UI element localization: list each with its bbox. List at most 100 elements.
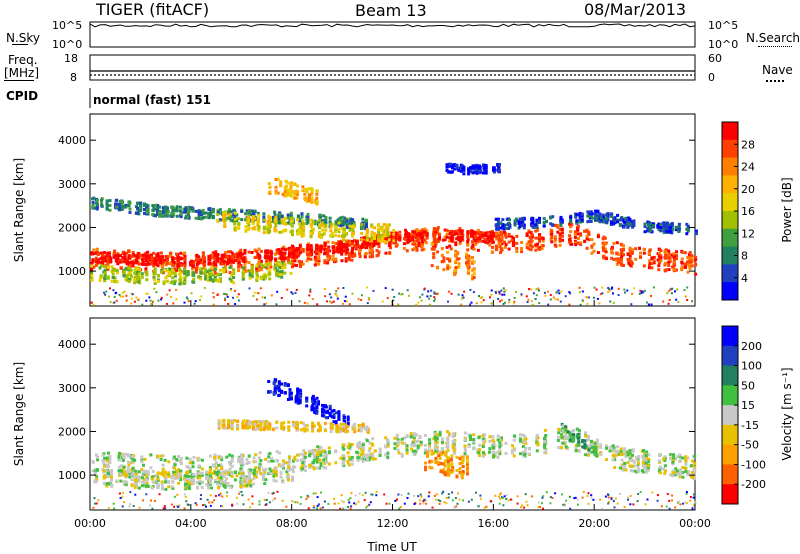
- echo-cell: [301, 222, 305, 226]
- echo-cell: [690, 258, 694, 262]
- echo-cell: [694, 258, 698, 262]
- scatter-cell: [679, 503, 682, 506]
- echo-cell: [291, 249, 295, 253]
- echo-cell: [289, 248, 293, 252]
- echo-cell: [690, 264, 694, 268]
- echo-cell: [94, 263, 98, 267]
- echo-cell: [400, 437, 404, 441]
- echo-cell: [284, 216, 288, 220]
- echo-cell: [119, 260, 122, 264]
- scatter-cell: [586, 296, 589, 299]
- scatter-cell: [692, 496, 695, 499]
- scatter-cell: [520, 293, 523, 296]
- echo-cell: [358, 244, 362, 248]
- scatter-cell: [612, 292, 614, 295]
- echo-cell: [620, 251, 623, 255]
- scatter-cell: [103, 291, 106, 294]
- echo-cell: [139, 202, 143, 206]
- scatter-cell: [366, 302, 369, 305]
- echo-cell: [657, 252, 661, 255]
- echo-cell: [176, 262, 180, 266]
- echo-cell: [232, 281, 236, 285]
- echo-cell: [262, 227, 266, 231]
- echo-cell: [432, 256, 436, 260]
- echo-cell: [153, 267, 157, 271]
- scatter-cell: [386, 297, 389, 300]
- echo-cell: [90, 252, 94, 255]
- echo-cell: [568, 238, 572, 242]
- echo-cell: [578, 214, 582, 218]
- scatter-cell: [400, 293, 403, 296]
- echo-cell: [323, 242, 327, 246]
- echo-cell: [686, 256, 690, 260]
- scatter-cell: [428, 297, 431, 300]
- echo-cell: [156, 204, 160, 208]
- scatter-cell: [369, 501, 372, 504]
- scatter-cell: [532, 292, 535, 295]
- echo-cell: [179, 215, 183, 219]
- echo-cell: [574, 241, 578, 245]
- echo-cell: [448, 230, 452, 234]
- scatter-cell: [384, 287, 387, 290]
- echo-cell: [282, 265, 286, 269]
- echo-cell: [334, 220, 338, 224]
- scatter-cell: [433, 300, 436, 302]
- scatter-cell: [112, 289, 115, 292]
- echo-cell: [608, 449, 612, 453]
- echo-cell: [117, 208, 121, 212]
- scatter-cell: [247, 498, 250, 501]
- scatter-cell: [391, 288, 394, 291]
- echo-cell: [113, 280, 117, 284]
- echo-cell: [433, 230, 437, 234]
- echo-cell: [616, 213, 620, 217]
- echo-cell: [657, 228, 661, 232]
- echo-cell: [154, 203, 157, 207]
- echo-cell: [143, 203, 146, 207]
- echo-cell: [157, 259, 161, 263]
- scatter-cell: [633, 287, 636, 290]
- scatter-cell: [398, 292, 401, 295]
- echo-cell: [337, 234, 341, 238]
- scatter-cell: [417, 301, 420, 304]
- scatter-cell: [642, 291, 645, 294]
- scatter-cell: [433, 296, 436, 299]
- echo-cell: [412, 247, 416, 251]
- echo-cell: [275, 269, 279, 273]
- echo-cell: [684, 262, 688, 266]
- scatter-cell: [252, 295, 255, 297]
- echo-cell: [465, 252, 468, 256]
- echo-cell: [610, 256, 614, 260]
- echo-cell: [313, 257, 317, 261]
- echo-cell: [244, 269, 248, 273]
- scatter-cell: [357, 500, 360, 503]
- echo-cell: [596, 235, 600, 239]
- echo-cell: [507, 227, 510, 230]
- echo-cell: [278, 266, 282, 270]
- echo-cell: [90, 266, 94, 269]
- echo-cell: [590, 251, 594, 255]
- echo-cell: [497, 238, 501, 242]
- echo-cell: [667, 252, 671, 256]
- echo-cell: [280, 275, 284, 279]
- scatter-cell: [568, 303, 571, 306]
- scatter-cell: [542, 507, 544, 510]
- echo-cell: [173, 279, 177, 283]
- scatter-cell: [221, 495, 224, 498]
- echo-cell: [91, 260, 95, 264]
- echo-cell: [279, 273, 282, 277]
- echo-cell: [402, 246, 406, 250]
- echo-cell: [619, 248, 623, 252]
- echo-cell: [578, 211, 582, 215]
- echo-cell: [276, 191, 280, 195]
- scatter-cell: [267, 491, 270, 494]
- echo-cell: [197, 210, 201, 214]
- echo-cell: [319, 453, 323, 457]
- echo-cell: [282, 229, 286, 233]
- echo-cell: [573, 235, 577, 239]
- scatter-cell: [229, 289, 232, 292]
- echo-cell: [455, 167, 459, 171]
- scatter-cell: [479, 297, 482, 299]
- echo-cell: [319, 214, 323, 217]
- scatter-cell: [142, 499, 145, 502]
- echo-cell: [677, 229, 681, 233]
